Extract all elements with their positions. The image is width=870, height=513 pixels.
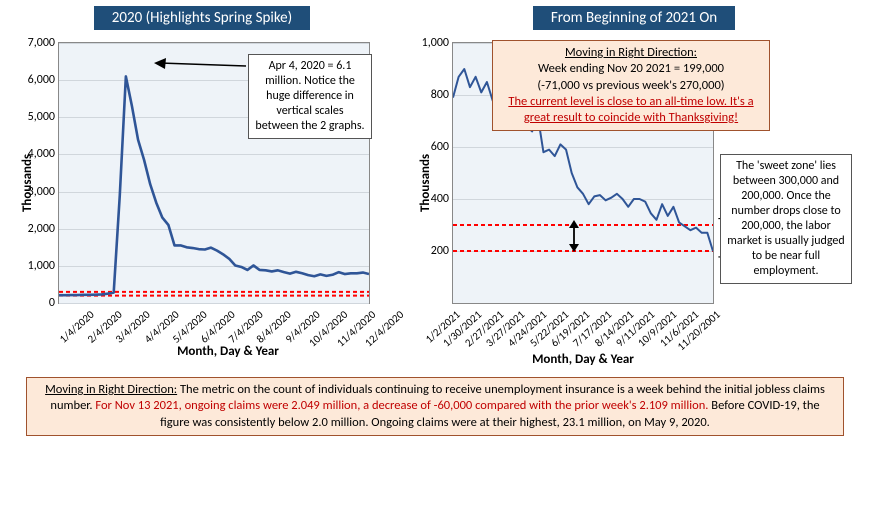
bottom-red: For Nov 13 2021, ongoing claims were 2.0… bbox=[95, 398, 708, 413]
arrow-icon bbox=[154, 60, 248, 80]
right-panel: From Beginning of 2021 On Thousands 2004… bbox=[406, 6, 862, 367]
right-title: From Beginning of 2021 On bbox=[533, 6, 735, 30]
double-arrow-icon bbox=[567, 220, 581, 252]
note-heading: Moving in Right Direction: bbox=[565, 45, 697, 60]
bottom-heading: Moving in Right Direction: bbox=[45, 382, 177, 397]
note-line1: Week ending Nov 20 2021 = 199,000 bbox=[538, 61, 724, 76]
right-top-note: Moving in Right Direction: Week ending N… bbox=[492, 40, 770, 131]
left-panel: 2020 (Highlights Spring Spike) Thousands… bbox=[6, 6, 398, 367]
left-title: 2020 (Highlights Spring Spike) bbox=[94, 6, 310, 30]
bottom-note: Moving in Right Direction: The metric on… bbox=[26, 377, 844, 436]
note-line2: (-71,000 vs previous week's 270,000) bbox=[537, 78, 724, 93]
note-red: The current level is close to an all-tim… bbox=[508, 94, 753, 125]
left-callout: Apr 4, 2020 = 6.1 million. Notice the hu… bbox=[248, 54, 372, 139]
right-x-label: Month, Day & Year bbox=[452, 352, 714, 367]
left-x-label: Month, Day & Year bbox=[58, 344, 398, 359]
right-side-note: The 'sweet zone' lies between 300,000 an… bbox=[720, 154, 852, 284]
charts-row: 2020 (Highlights Spring Spike) Thousands… bbox=[6, 6, 864, 367]
left-y-label: Thousands bbox=[20, 154, 35, 212]
